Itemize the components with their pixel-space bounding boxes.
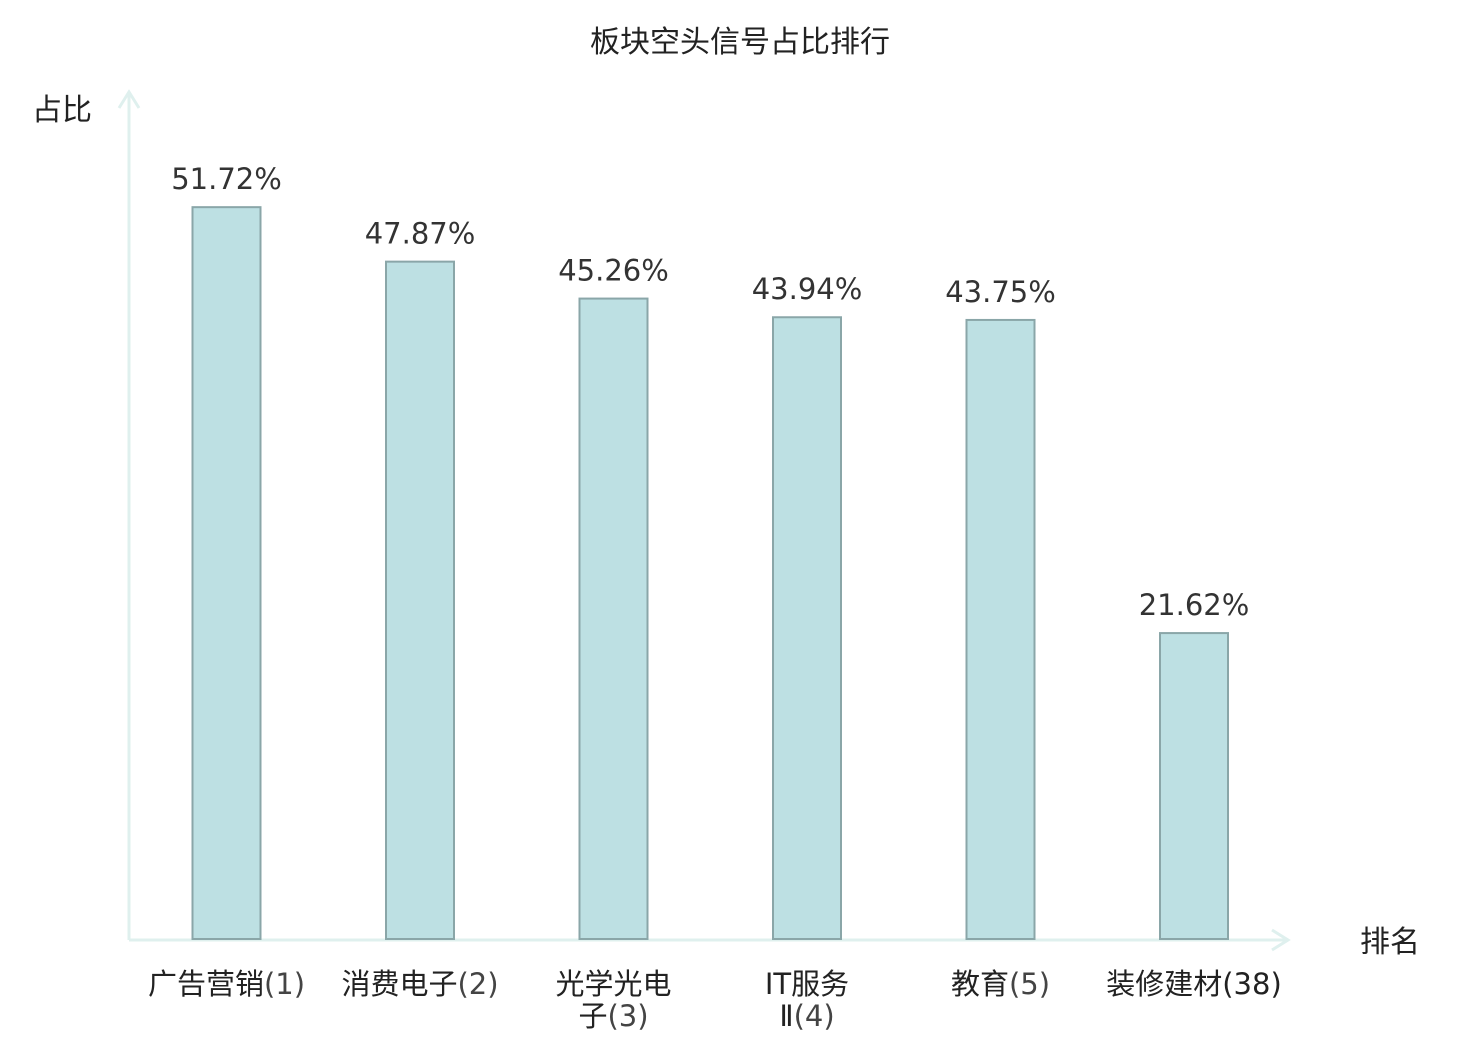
category-rank: (4) xyxy=(794,999,835,1033)
chart-title: 板块空头信号占比排行 xyxy=(590,25,890,60)
y-axis xyxy=(117,89,141,940)
category-rank: (1) xyxy=(264,967,305,1001)
category-label-1-line-0: 消费电子(2) xyxy=(341,967,498,1001)
category-label-2-line-0: 光学光电 xyxy=(555,967,671,1001)
bar-1 xyxy=(385,260,455,940)
category-rank: (38) xyxy=(1222,967,1282,1001)
y-axis-label: 占比 xyxy=(32,93,92,128)
category-label-3-line-1: Ⅱ(4) xyxy=(779,999,834,1033)
category-label-5-line-0: 装修建材(38) xyxy=(1106,967,1282,1001)
category-name: 广告营销 xyxy=(148,967,264,1001)
x-axis-arrow xyxy=(1271,928,1291,952)
x-axis xyxy=(129,928,1291,952)
value-label-4: 43.75% xyxy=(945,275,1056,309)
category-label-0-line-0: 广告营销(1) xyxy=(148,967,305,1001)
bar-0 xyxy=(191,206,262,941)
value-label-5: 21.62% xyxy=(1139,588,1250,622)
category-name: 光学光电 xyxy=(555,967,671,1001)
y-axis-arrow xyxy=(117,89,141,109)
category-rank: (3) xyxy=(607,999,648,1033)
category-rank: (5) xyxy=(1009,967,1050,1001)
category-name: IT服务 xyxy=(765,967,849,1001)
category-name: 子 xyxy=(578,999,607,1033)
category-label-4-line-0: 教育(5) xyxy=(951,967,1050,1001)
category-name: Ⅱ xyxy=(779,999,793,1033)
value-labels: 51.72% 47.87% 45.26% 43.94% 43.75% 21.62% xyxy=(171,162,1249,622)
value-label-0: 51.72% xyxy=(171,162,282,196)
bar-3 xyxy=(772,316,842,940)
value-label-3: 43.94% xyxy=(752,272,863,306)
x-axis-label: 排名 xyxy=(1360,925,1420,960)
bar-2 xyxy=(578,297,649,941)
category-name: 装修建材 xyxy=(1106,967,1222,1001)
bar-4 xyxy=(965,318,1036,940)
bars xyxy=(191,206,1229,941)
category-label-2-line-1: 子(3) xyxy=(578,999,648,1033)
category-name: 消费电子 xyxy=(341,967,457,1001)
category-label-3-line-0: IT服务 xyxy=(765,967,849,1001)
bar-5 xyxy=(1159,632,1229,941)
value-label-1: 47.87% xyxy=(365,217,476,251)
category-name: 教育 xyxy=(951,967,1009,1001)
value-label-2: 45.26% xyxy=(558,254,669,288)
category-rank: (2) xyxy=(457,967,498,1001)
